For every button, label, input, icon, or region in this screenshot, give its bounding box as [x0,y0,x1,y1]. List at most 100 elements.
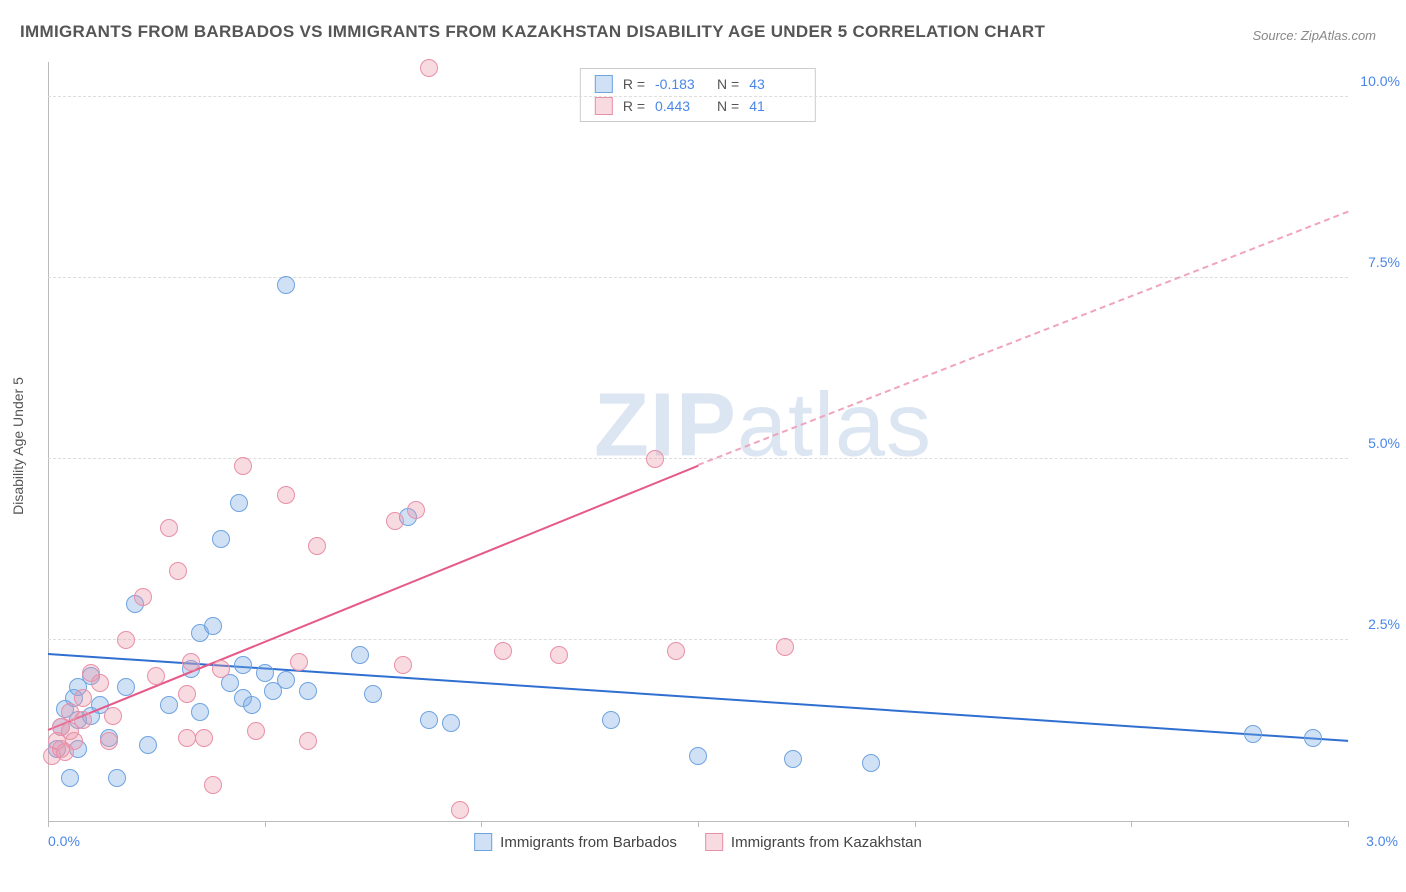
data-point-kazakhstan [308,537,326,555]
data-point-kazakhstan [646,450,664,468]
data-point-barbados [862,754,880,772]
data-point-kazakhstan [247,722,265,740]
data-point-kazakhstan [160,519,178,537]
data-point-barbados [108,769,126,787]
r-label: R = [623,76,645,92]
correlation-legend: R = -0.183 N = 43 R = 0.443 N = 41 [580,68,816,122]
x-tick-label: 0.0% [48,833,80,849]
legend-label-barbados: Immigrants from Barbados [500,834,677,851]
data-point-barbados [160,696,178,714]
data-point-barbados [212,530,230,548]
data-point-barbados [1304,729,1322,747]
data-point-kazakhstan [667,642,685,660]
data-point-barbados [784,750,802,768]
y-tick-label: 7.5% [1368,254,1400,270]
x-tick [1131,821,1132,827]
data-point-barbados [191,703,209,721]
y-axis-line [48,62,49,821]
data-point-kazakhstan [169,562,187,580]
data-point-kazakhstan [91,674,109,692]
data-point-barbados [351,646,369,664]
legend-row-kazakhstan: R = 0.443 N = 41 [595,95,801,117]
legend-row-barbados: R = -0.183 N = 43 [595,73,801,95]
data-point-kazakhstan [100,732,118,750]
y-tick-label: 5.0% [1368,435,1400,451]
data-point-barbados [277,671,295,689]
data-point-barbados [442,714,460,732]
chart-title: IMMIGRANTS FROM BARBADOS VS IMMIGRANTS F… [20,22,1045,42]
data-point-kazakhstan [277,486,295,504]
x-tick [1348,821,1349,827]
swatch-kazakhstan [705,833,723,851]
data-point-barbados [277,276,295,294]
series-legend: Immigrants from Barbados Immigrants from… [474,833,922,851]
legend-item-kazakhstan: Immigrants from Kazakhstan [705,833,922,851]
data-point-barbados [1244,725,1262,743]
data-point-kazakhstan [550,646,568,664]
data-point-barbados [256,664,274,682]
data-point-barbados [204,617,222,635]
swatch-barbados [595,75,613,93]
gridline-h [48,277,1348,278]
r-label: R = [623,98,645,114]
data-point-kazakhstan [407,501,425,519]
y-axis-title: Disability Age Under 5 [10,377,26,515]
legend-item-barbados: Immigrants from Barbados [474,833,677,851]
gridline-h [48,639,1348,640]
x-tick [48,821,49,827]
watermark-bold: ZIP [594,376,737,476]
data-point-kazakhstan [178,685,196,703]
gridline-h [48,96,1348,97]
data-point-kazakhstan [195,729,213,747]
watermark: ZIPatlas [594,375,932,478]
data-point-kazakhstan [182,653,200,671]
trend-line-kazakhstan [698,211,1349,466]
data-point-barbados [420,711,438,729]
x-tick [481,821,482,827]
data-point-barbados [234,656,252,674]
x-tick-label: 3.0% [1366,833,1398,849]
legend-label-kazakhstan: Immigrants from Kazakhstan [731,834,922,851]
data-point-barbados [139,736,157,754]
data-point-barbados [689,747,707,765]
data-point-barbados [61,769,79,787]
data-point-kazakhstan [74,711,92,729]
x-tick [698,821,699,827]
data-point-kazakhstan [147,667,165,685]
data-point-kazakhstan [386,512,404,530]
n-value-kazakhstan: 41 [749,98,801,114]
data-point-kazakhstan [299,732,317,750]
data-point-kazakhstan [212,660,230,678]
data-point-barbados [299,682,317,700]
swatch-barbados [474,833,492,851]
data-point-barbados [364,685,382,703]
data-point-barbados [602,711,620,729]
plot-area: ZIPatlas R = -0.183 N = 43 R = 0.443 N =… [48,62,1348,822]
data-point-kazakhstan [204,776,222,794]
data-point-kazakhstan [451,801,469,819]
watermark-light: atlas [737,376,932,476]
data-point-kazakhstan [776,638,794,656]
swatch-kazakhstan [595,97,613,115]
y-tick-label: 10.0% [1360,73,1400,89]
data-point-kazakhstan [394,656,412,674]
source-credit: Source: ZipAtlas.com [1252,28,1376,43]
data-point-kazakhstan [104,707,122,725]
data-point-kazakhstan [178,729,196,747]
x-tick [915,821,916,827]
x-tick [265,821,266,827]
r-value-kazakhstan: 0.443 [655,98,707,114]
data-point-kazakhstan [494,642,512,660]
n-value-barbados: 43 [749,76,801,92]
data-point-kazakhstan [134,588,152,606]
data-point-kazakhstan [117,631,135,649]
n-label: N = [717,76,739,92]
data-point-kazakhstan [74,689,92,707]
data-point-kazakhstan [234,457,252,475]
data-point-kazakhstan [290,653,308,671]
data-point-kazakhstan [65,732,83,750]
data-point-barbados [230,494,248,512]
r-value-barbados: -0.183 [655,76,707,92]
n-label: N = [717,98,739,114]
data-point-barbados [243,696,261,714]
